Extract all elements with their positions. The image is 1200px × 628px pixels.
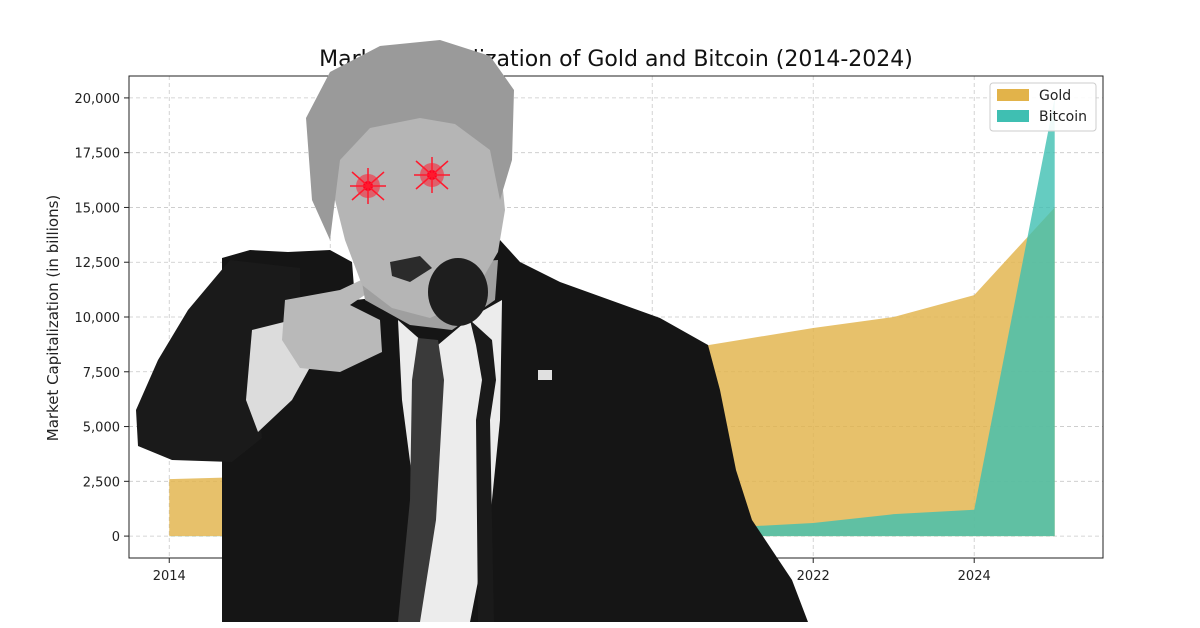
microphone	[428, 258, 496, 622]
photo-cutout	[136, 40, 808, 622]
x-tick-label: 2022	[797, 569, 830, 584]
y-tick-label: 20,000	[75, 92, 121, 107]
tie	[398, 338, 444, 622]
legend: Gold Bitcoin	[989, 82, 1097, 132]
hair	[306, 40, 514, 240]
hand	[282, 272, 384, 372]
y-tick-label: 0	[112, 530, 120, 545]
legend-swatch-gold	[997, 89, 1029, 101]
mouth	[390, 256, 432, 282]
flag-pin	[538, 370, 552, 380]
x-tick-label: 2024	[958, 569, 991, 584]
legend-swatch-bitcoin	[997, 110, 1029, 122]
y-tick-label: 10,000	[75, 311, 121, 326]
glowing-eyes	[350, 157, 450, 204]
y-tick-label: 2,500	[83, 475, 120, 490]
legend-label-gold: Gold	[1039, 88, 1071, 104]
left-eye-rays	[350, 168, 386, 204]
left-arm	[136, 260, 300, 462]
x-tick-label: 2014	[153, 569, 186, 584]
y-axis: 0 2,500 5,000 7,500 10,000 12,500 15,000 17,500…	[75, 92, 129, 545]
y-axis-label: Market Capitalization (in billions)	[44, 195, 62, 442]
y-tick-label: 5,000	[83, 421, 120, 436]
right-eye-rays	[414, 157, 450, 193]
microphone-stem	[470, 320, 496, 622]
y-tick-label: 15,000	[75, 201, 121, 216]
y-tick-label: 7,500	[83, 366, 120, 381]
legend-label-bitcoin: Bitcoin	[1039, 109, 1087, 125]
microphone-head	[428, 258, 488, 326]
y-tick-label: 12,500	[75, 256, 121, 271]
y-tick-label: 17,500	[75, 147, 121, 162]
